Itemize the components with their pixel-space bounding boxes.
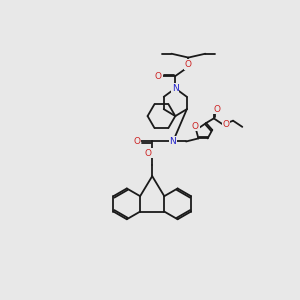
Text: O: O	[223, 120, 230, 129]
Text: O: O	[192, 122, 199, 130]
Text: O: O	[213, 105, 220, 114]
Text: O: O	[185, 60, 192, 69]
Text: O: O	[145, 148, 152, 158]
Text: N: N	[169, 137, 176, 146]
Text: O: O	[155, 71, 162, 80]
Text: O: O	[133, 137, 140, 146]
Text: N: N	[172, 84, 179, 93]
